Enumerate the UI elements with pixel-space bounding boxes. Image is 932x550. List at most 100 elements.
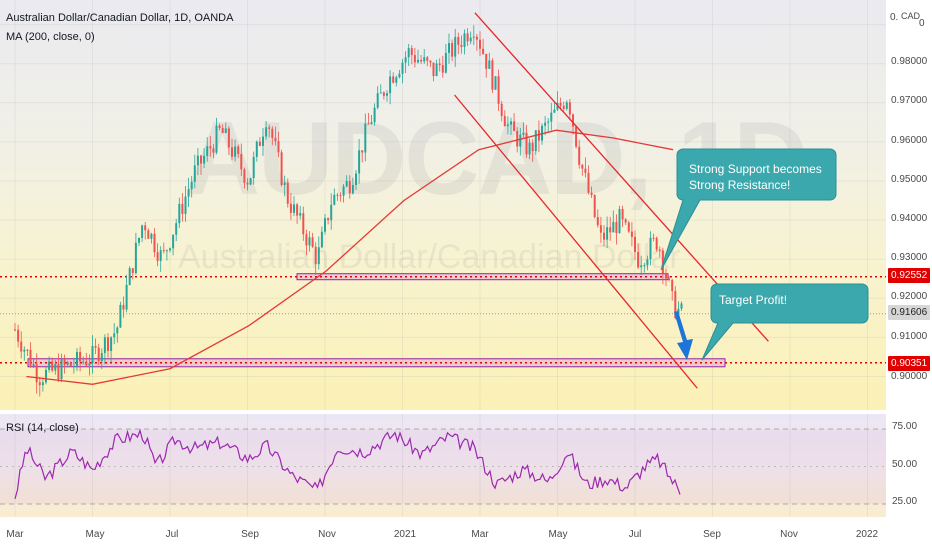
time-tick: May — [548, 529, 568, 540]
candle-body — [525, 132, 528, 155]
target-arrow — [674, 311, 693, 360]
candle-body — [162, 250, 165, 252]
candle-body — [85, 361, 88, 366]
callout-resistance-text: Strong Support becomes Strong Resistance… — [689, 162, 822, 192]
candle-body — [426, 57, 429, 61]
candle-body — [280, 152, 283, 186]
callout-resistance[interactable] — [0, 0, 886, 410]
candle-body — [60, 359, 63, 380]
candle-body — [603, 232, 605, 240]
candle-body — [584, 168, 587, 173]
candle-body — [153, 233, 156, 253]
candle-body — [370, 122, 373, 124]
candle-body — [395, 77, 398, 83]
channel-lower-line — [454, 94, 698, 389]
price-tick: 0.91000 — [891, 331, 928, 342]
candle-body — [97, 347, 100, 362]
rsi-pane[interactable]: RSI (14, close) — [0, 414, 886, 517]
candle-body — [262, 136, 264, 146]
candle-body — [305, 234, 308, 246]
candle-body — [169, 248, 171, 251]
candle-body — [224, 128, 227, 133]
candle-body — [674, 291, 677, 319]
candle-body — [398, 73, 401, 78]
candle-body — [314, 246, 317, 265]
candle-body — [386, 93, 388, 96]
candle-body — [637, 252, 640, 268]
candle-body — [184, 196, 187, 214]
candle-body — [302, 213, 305, 235]
rsi-axis[interactable]: 75.00 50.00 25.00 — [886, 414, 932, 517]
candle-body — [271, 128, 274, 138]
candle-body — [358, 150, 361, 174]
callout-target[interactable] — [0, 0, 886, 410]
candle-body — [472, 36, 475, 38]
price-axis[interactable]: CAD 0 0. 0.98000 0.97000 0.96000 0.95000 0.94… — [886, 0, 932, 410]
candle-body — [41, 382, 44, 386]
candle-body — [410, 48, 413, 56]
price-tick: 0.93000 — [891, 252, 928, 263]
rsi-chart-canvas[interactable] — [0, 414, 886, 517]
candle-body — [327, 218, 330, 221]
candle-body — [336, 194, 339, 196]
candle-body — [575, 126, 578, 147]
candle-body — [200, 155, 202, 164]
candle-body — [590, 192, 593, 196]
candle-body — [206, 146, 209, 156]
candle-body — [587, 172, 590, 193]
candle-body — [497, 76, 500, 104]
price-tick: 0.96000 — [891, 135, 928, 146]
candle-body — [66, 362, 69, 365]
candle-body — [609, 227, 612, 233]
rsi-legend[interactable]: RSI (14, close) — [6, 422, 79, 434]
callout-target-text: Target Profit! — [719, 293, 788, 307]
candle-body — [35, 364, 38, 383]
candle-body — [367, 123, 370, 125]
candle-body — [116, 327, 119, 334]
candle-body — [652, 237, 655, 239]
candle-body — [45, 369, 47, 383]
time-tick: May — [85, 529, 105, 540]
candle-body — [29, 349, 32, 366]
candle-body — [404, 57, 407, 63]
time-tick: Jul — [165, 529, 179, 540]
ma-legend[interactable]: MA (200, close, 0) — [6, 31, 95, 43]
candle-body — [265, 127, 268, 137]
price-tick: 0.90000 — [891, 371, 928, 382]
price-tick: 0.94000 — [891, 213, 928, 224]
pane-separator[interactable] — [0, 410, 932, 414]
candle-body — [510, 121, 512, 125]
candle-body — [17, 329, 20, 342]
candle-body — [196, 155, 199, 166]
candle-body — [76, 351, 78, 366]
candle-body — [562, 105, 565, 109]
candle-body — [522, 132, 525, 135]
candle-body — [479, 39, 481, 49]
candle-body — [181, 203, 184, 214]
candle-body — [227, 128, 230, 148]
candle-body — [147, 230, 150, 239]
candle-body — [243, 169, 246, 183]
candle-body — [488, 60, 491, 69]
candle-body — [91, 345, 94, 364]
candle-body — [144, 225, 147, 231]
candle-body — [578, 146, 581, 165]
candle-body — [528, 142, 531, 155]
candle-body — [420, 59, 423, 62]
candle-body — [640, 265, 643, 268]
candle-body — [122, 304, 125, 310]
candle-body — [38, 382, 41, 386]
time-axis[interactable]: Mar May Jul Sep Nov 2021 Mar May Jul Sep Nov 2022 — [0, 517, 932, 550]
candle-body — [342, 186, 345, 196]
candle-body — [351, 184, 354, 194]
candle-body — [559, 102, 562, 106]
candle-body — [175, 223, 178, 235]
candle-body — [364, 123, 367, 153]
price-pane[interactable]: AUDCAD, 1D Australian Dollar/Canadian Do… — [0, 0, 886, 410]
candle-body — [79, 351, 82, 362]
candle-body — [658, 249, 661, 251]
candle-body — [165, 250, 168, 252]
candle-body — [407, 48, 410, 58]
candle-body — [339, 195, 342, 197]
rsi-line — [14, 428, 681, 499]
